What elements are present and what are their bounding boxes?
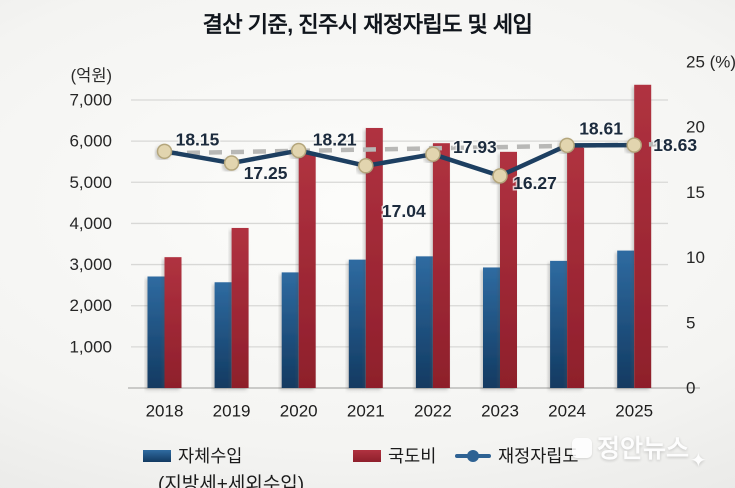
data-label: 18.61 [579,118,623,138]
data-label: 17.93 [453,137,497,157]
left-axis-tick: 3,000 [69,255,112,274]
news-logo-icon [572,438,592,458]
subsidy-bar [634,84,652,388]
legend-item-own-revenue: 자체수입 [143,443,242,468]
line-marker [559,137,575,154]
line-marker [425,146,441,162]
year-label: 2018 [146,402,184,421]
own-revenue-bar [281,272,299,388]
subsidy-bar [365,127,383,388]
legend-sublabel-own-revenue: (지방세+세외수입) [158,474,305,488]
year-label: 2020 [280,402,318,421]
left-axis-tick: 5,000 [69,173,112,192]
line-marker [290,142,307,159]
right-axis-tick: 15 [686,183,705,202]
own-revenue-bar [415,256,433,388]
right-axis-tick: 5 [686,313,695,332]
data-label: 18.63 [653,135,697,155]
watermark-text: 정안뉴스 [597,435,690,463]
year-label: 2022 [414,402,452,421]
line-marker [358,158,374,174]
subsidy-bar [432,143,450,388]
independence-line-swatch-icon [455,449,491,462]
left-axis-tick: 1,000 [69,337,112,356]
watermark: 정안뉴스 ✦ [572,434,707,473]
data-label: 16.27 [513,173,557,193]
own-revenue-bar [483,267,500,388]
own-revenue-bar [348,259,366,388]
left-axis-tick: 7,000 [69,91,112,110]
own-revenue-bar [617,250,635,388]
legend-label-subsidy: 국도비 [388,446,437,466]
chart-title: 결산 기준, 진주시 재정자립도 및 세입 [202,12,533,37]
legend-item-subsidy: 국도비 [353,443,436,468]
data-label: 17.04 [382,201,426,221]
sparkle-icon: ✦ [690,450,707,472]
subsidy-bar [567,145,585,388]
own-revenue-bar [550,260,568,388]
own-revenue-swatch-icon [143,449,171,462]
left-axis-unit: (억원) [70,67,112,85]
own-revenue-bar [214,282,232,388]
line-marker [492,168,508,184]
legend-item-independence: 재정자립도 [455,443,579,468]
right-axis-tick: 20 [686,118,705,137]
data-label: 17.25 [244,163,288,183]
year-label: 2023 [481,402,519,421]
legend-label-independence: 재정자립도 [498,446,579,466]
data-label: 18.15 [176,129,220,149]
subsidy-swatch-icon [353,449,381,462]
right-axis-tick: 0 [686,379,695,398]
independence-line [162,142,637,179]
line-marker [626,137,642,153]
right-axis-tick: 10 [686,248,705,267]
year-label: 2021 [347,402,385,421]
trend-line [164,141,661,156]
left-axis-tick: 2,000 [69,296,112,315]
year-label: 2024 [548,402,586,421]
subsidy-bar [500,151,517,388]
right-axis-tick: 25 (%) [686,53,735,72]
subsidy-bar [298,153,316,388]
line-marker [223,155,240,171]
subsidy-bar [164,257,182,388]
left-axis-tick: 4,000 [69,214,112,233]
own-revenue-bar [147,276,165,388]
data-label: 18.21 [313,130,357,150]
line-marker [156,143,173,160]
year-label: 2019 [213,402,251,421]
subsidy-bar [231,227,249,388]
year-label: 2025 [615,402,653,421]
left-axis-tick: 6,000 [69,132,112,151]
legend-label-own-revenue: 자체수입 [178,446,243,466]
